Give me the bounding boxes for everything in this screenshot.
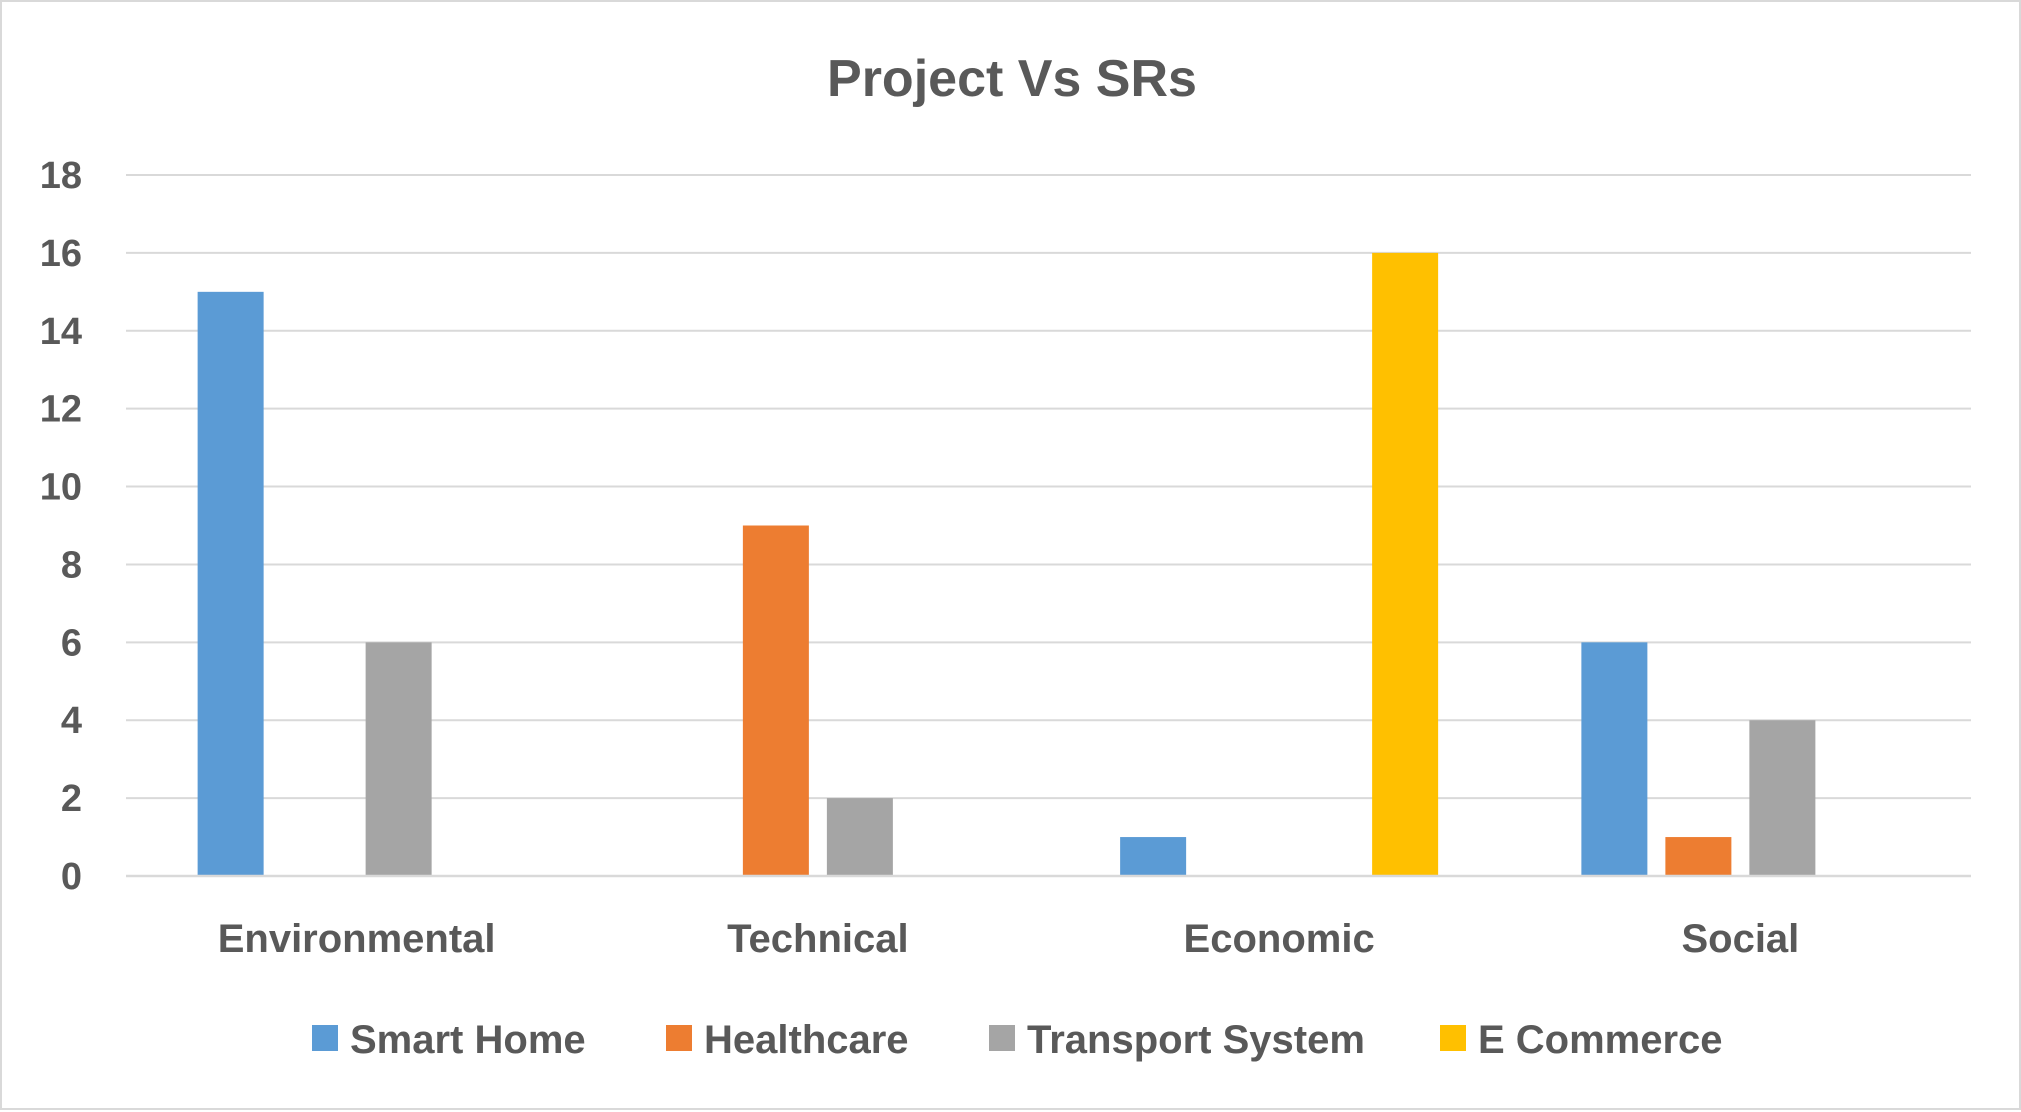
legend-swatch xyxy=(989,1025,1015,1051)
bar-transport-system-social xyxy=(1749,720,1816,876)
legend: Smart Home Healthcare Transport System E Co… xyxy=(312,1018,1723,1062)
bar-healthcare-social xyxy=(1665,837,1732,876)
y-tick-label: 10 xyxy=(40,467,82,509)
y-axis-ticks: 0 2 4 6 8 10 12 14 16 18 xyxy=(40,155,82,898)
x-tick-label: Technical xyxy=(727,917,909,961)
bar-e-commerce-economic xyxy=(1372,252,1439,876)
bars xyxy=(197,252,1816,876)
y-tick-label: 4 xyxy=(61,700,82,742)
bar-smart-home-economic xyxy=(1120,837,1187,876)
gridlines xyxy=(126,174,1971,800)
y-tick-label: 12 xyxy=(40,389,82,431)
legend-label: Transport System xyxy=(1027,1018,1365,1062)
x-axis-ticks: Environmental Technical Economic Social xyxy=(218,917,1800,961)
bar-smart-home-social xyxy=(1581,642,1648,876)
y-tick-label: 16 xyxy=(40,233,82,275)
x-tick-label: Social xyxy=(1681,917,1799,961)
legend-swatch xyxy=(312,1025,338,1051)
x-tick-label: Environmental xyxy=(218,917,496,961)
y-tick-label: 6 xyxy=(61,622,82,664)
legend-swatch xyxy=(1440,1025,1466,1051)
y-tick-label: 8 xyxy=(61,544,82,586)
bar-transport-system-environmental xyxy=(365,642,432,876)
y-tick-label: 18 xyxy=(40,155,82,197)
legend-label: Smart Home xyxy=(350,1018,586,1062)
legend-swatch xyxy=(666,1025,692,1051)
y-tick-label: 14 xyxy=(40,311,82,353)
bar-healthcare-technical xyxy=(742,525,809,876)
y-tick-label: 2 xyxy=(61,778,82,820)
bar-transport-system-technical xyxy=(826,798,893,876)
legend-label: Healthcare xyxy=(704,1018,909,1062)
y-tick-label: 0 xyxy=(61,856,82,898)
bar-smart-home-environmental xyxy=(197,291,264,876)
x-tick-label: Economic xyxy=(1184,917,1375,961)
chart-title: Project Vs SRs xyxy=(827,50,1197,108)
legend-label: E Commerce xyxy=(1478,1018,1723,1062)
